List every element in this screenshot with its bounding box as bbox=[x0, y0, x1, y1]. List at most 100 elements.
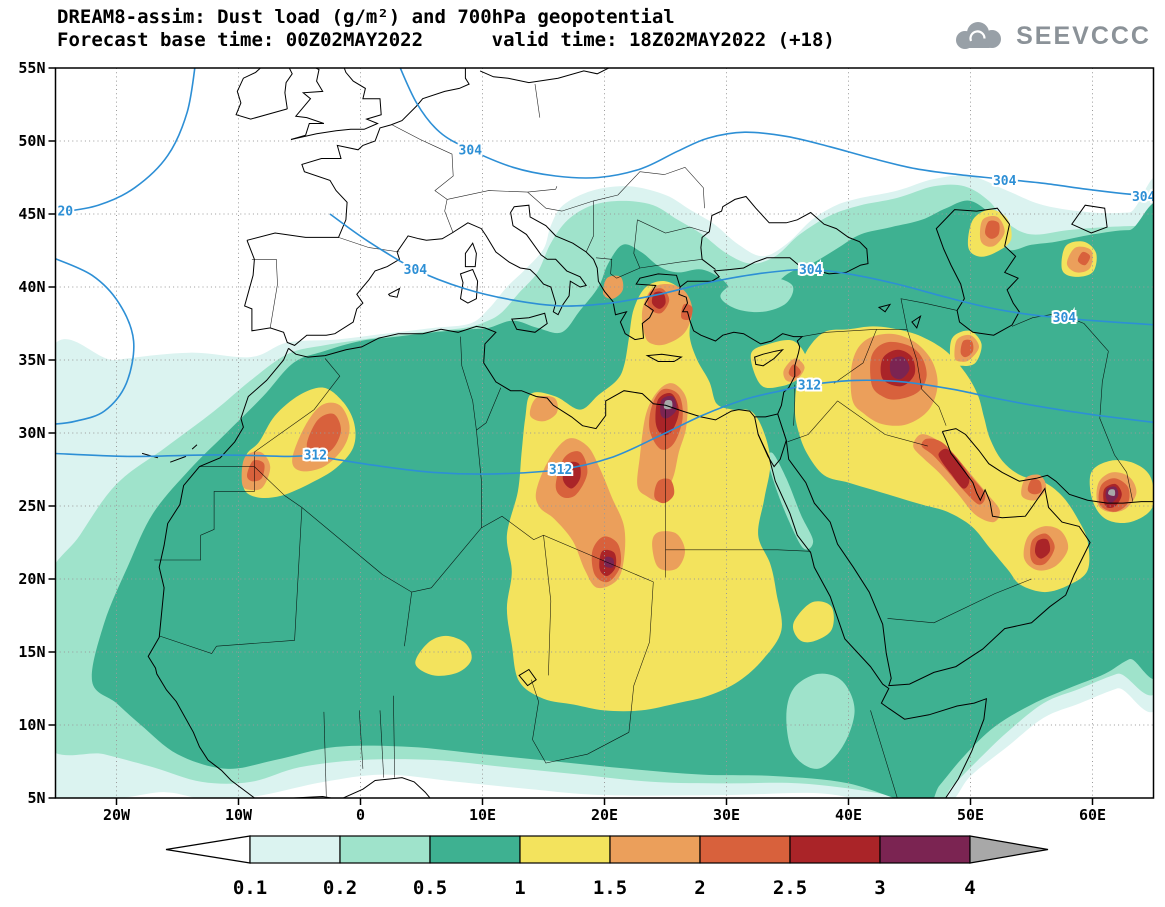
border-path bbox=[393, 695, 395, 778]
coastline-path bbox=[511, 312, 548, 333]
coastline-path bbox=[785, 431, 1091, 687]
colorbar-segment bbox=[519, 835, 611, 864]
border-path bbox=[870, 710, 898, 798]
coastline-path bbox=[459, 268, 479, 304]
colorbar-labels: 0.1 0.2 0.5 1 1.5 2 2.5 3 4 bbox=[233, 877, 976, 899]
coastline-path bbox=[290, 68, 325, 140]
border-path bbox=[251, 259, 278, 328]
coastline-path bbox=[284, 68, 293, 109]
dust-region bbox=[720, 276, 794, 313]
contour-label: 304 bbox=[799, 263, 823, 278]
dust-region bbox=[306, 413, 342, 457]
colorbar-bar bbox=[165, 835, 1049, 864]
dust-region bbox=[767, 452, 814, 550]
border-path bbox=[887, 578, 1032, 624]
geopotential-contour bbox=[55, 257, 135, 425]
border-path bbox=[595, 257, 703, 279]
colorbar-segment bbox=[249, 835, 341, 864]
lon-tick-label: 20E bbox=[591, 806, 618, 822]
dust-region bbox=[1034, 538, 1051, 559]
coastline-path bbox=[518, 668, 537, 687]
lat-tick-label: 25N bbox=[18, 497, 45, 515]
geopotential-contours bbox=[55, 68, 1154, 475]
country-borders bbox=[154, 84, 1134, 798]
border-path bbox=[1011, 312, 1109, 352]
border-path bbox=[777, 413, 787, 441]
colorbar-label: 1 bbox=[514, 877, 525, 899]
border-path bbox=[543, 535, 552, 676]
coastline-path bbox=[246, 68, 470, 241]
dust-region bbox=[246, 459, 265, 482]
lon-tick-label: 40E bbox=[835, 806, 862, 822]
contour-label: 312 bbox=[798, 378, 821, 393]
lat-tick-label: 50N bbox=[18, 132, 45, 150]
dust-region bbox=[792, 601, 834, 643]
chart-subtitle: Forecast base time: 00Z02MAY2022 valid t… bbox=[57, 29, 835, 51]
coastline-path bbox=[645, 353, 683, 362]
border-path bbox=[323, 711, 327, 797]
coastline-path bbox=[235, 68, 288, 120]
border-path bbox=[534, 84, 541, 118]
coastline-path bbox=[147, 348, 289, 798]
border-path bbox=[338, 237, 400, 253]
colorbar-right-arrow bbox=[969, 835, 1049, 864]
logo-text: SEEVCCC bbox=[1016, 21, 1151, 50]
border-path bbox=[379, 710, 384, 778]
lon-tick-label: 20W bbox=[103, 806, 131, 822]
coastline-path bbox=[387, 287, 401, 298]
contour-label: 312 bbox=[549, 463, 572, 478]
border-path bbox=[665, 549, 811, 552]
lon-tick-label: 0 bbox=[356, 806, 365, 822]
dust-region bbox=[1027, 479, 1042, 495]
border-path bbox=[527, 191, 594, 253]
border-path bbox=[216, 507, 303, 647]
dust-region bbox=[506, 280, 782, 712]
lon-tick-label: 50E bbox=[957, 806, 984, 822]
lat-tick-label: 15N bbox=[18, 643, 45, 661]
seevccc-logo: SEEVCCC bbox=[951, 20, 1151, 52]
border-path bbox=[154, 466, 255, 561]
dust-region bbox=[603, 556, 615, 568]
dust-region bbox=[415, 635, 472, 676]
border-path bbox=[906, 329, 947, 426]
coastline-path bbox=[170, 455, 187, 463]
border-path bbox=[793, 384, 796, 426]
contour-label: 20 bbox=[57, 205, 73, 220]
coastline-path bbox=[1071, 204, 1108, 234]
dust-region bbox=[985, 220, 1000, 239]
border-path bbox=[833, 329, 877, 384]
colorbar-segment bbox=[789, 835, 881, 864]
border-path bbox=[392, 124, 454, 234]
axis-ticks-and-labels: 20W 10W 0 10E 20E 30E 40E 50E 60E 55N 50N 45N 40N 35N… bbox=[18, 59, 1106, 822]
chart-title-block: DREAM8-assim: Dust load (g/m²) and 700hP… bbox=[57, 6, 835, 52]
coastline-path bbox=[290, 68, 382, 140]
contour-label: 304 bbox=[459, 143, 483, 158]
lat-tick-label: 40N bbox=[18, 278, 45, 296]
contour-label: 312 bbox=[304, 448, 327, 463]
coastline-path bbox=[288, 195, 869, 430]
border-path bbox=[404, 592, 412, 647]
dust-region bbox=[1108, 489, 1116, 497]
border-path bbox=[593, 166, 705, 209]
colorbar-label: 3 bbox=[874, 877, 885, 899]
dust-shading bbox=[55, 175, 1154, 798]
dust-region bbox=[960, 339, 974, 358]
lon-tick-label: 30E bbox=[713, 806, 740, 822]
colorbar-label: 2 bbox=[694, 877, 705, 899]
coastline-path bbox=[243, 204, 681, 346]
border-path bbox=[637, 219, 710, 234]
dust-region bbox=[1077, 251, 1091, 266]
border-path bbox=[476, 387, 502, 431]
coastline-path bbox=[935, 207, 1020, 336]
coastline-path bbox=[292, 777, 431, 798]
contour-label: 304 bbox=[404, 263, 428, 278]
border-path bbox=[837, 400, 928, 447]
colorbar-label: 0.1 bbox=[233, 877, 267, 899]
colorbar-label: 0.2 bbox=[323, 877, 357, 899]
colorbar-segment bbox=[429, 835, 521, 864]
colorbar-label: 1.5 bbox=[593, 877, 627, 899]
dust-region bbox=[938, 448, 970, 489]
lon-tick-label: 10W bbox=[225, 806, 253, 822]
dust-region bbox=[654, 478, 675, 504]
